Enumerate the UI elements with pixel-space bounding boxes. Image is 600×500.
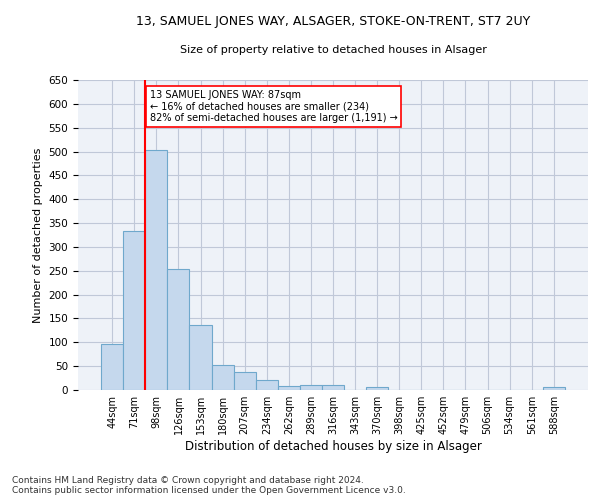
Text: 13 SAMUEL JONES WAY: 87sqm
← 16% of detached houses are smaller (234)
82% of sem: 13 SAMUEL JONES WAY: 87sqm ← 16% of deta… [150,90,398,122]
Bar [256,380,278,390]
Y-axis label: Number of detached properties: Number of detached properties [33,148,43,322]
Bar [300,385,322,390]
Bar [233,372,256,390]
X-axis label: Distribution of detached houses by size in Alsager: Distribution of detached houses by size … [185,440,481,453]
Bar [366,387,388,390]
Bar [278,386,300,390]
Bar [145,150,167,390]
Bar [543,387,565,390]
Bar [101,344,123,390]
Bar [190,324,212,390]
Bar [167,270,190,390]
Bar [322,385,344,390]
Text: 13, SAMUEL JONES WAY, ALSAGER, STOKE-ON-TRENT, ST7 2UY: 13, SAMUEL JONES WAY, ALSAGER, STOKE-ON-… [136,15,530,28]
Text: Size of property relative to detached houses in Alsager: Size of property relative to detached ho… [179,45,487,55]
Bar [123,231,145,390]
Text: Contains HM Land Registry data © Crown copyright and database right 2024.
Contai: Contains HM Land Registry data © Crown c… [12,476,406,495]
Bar [212,364,233,390]
